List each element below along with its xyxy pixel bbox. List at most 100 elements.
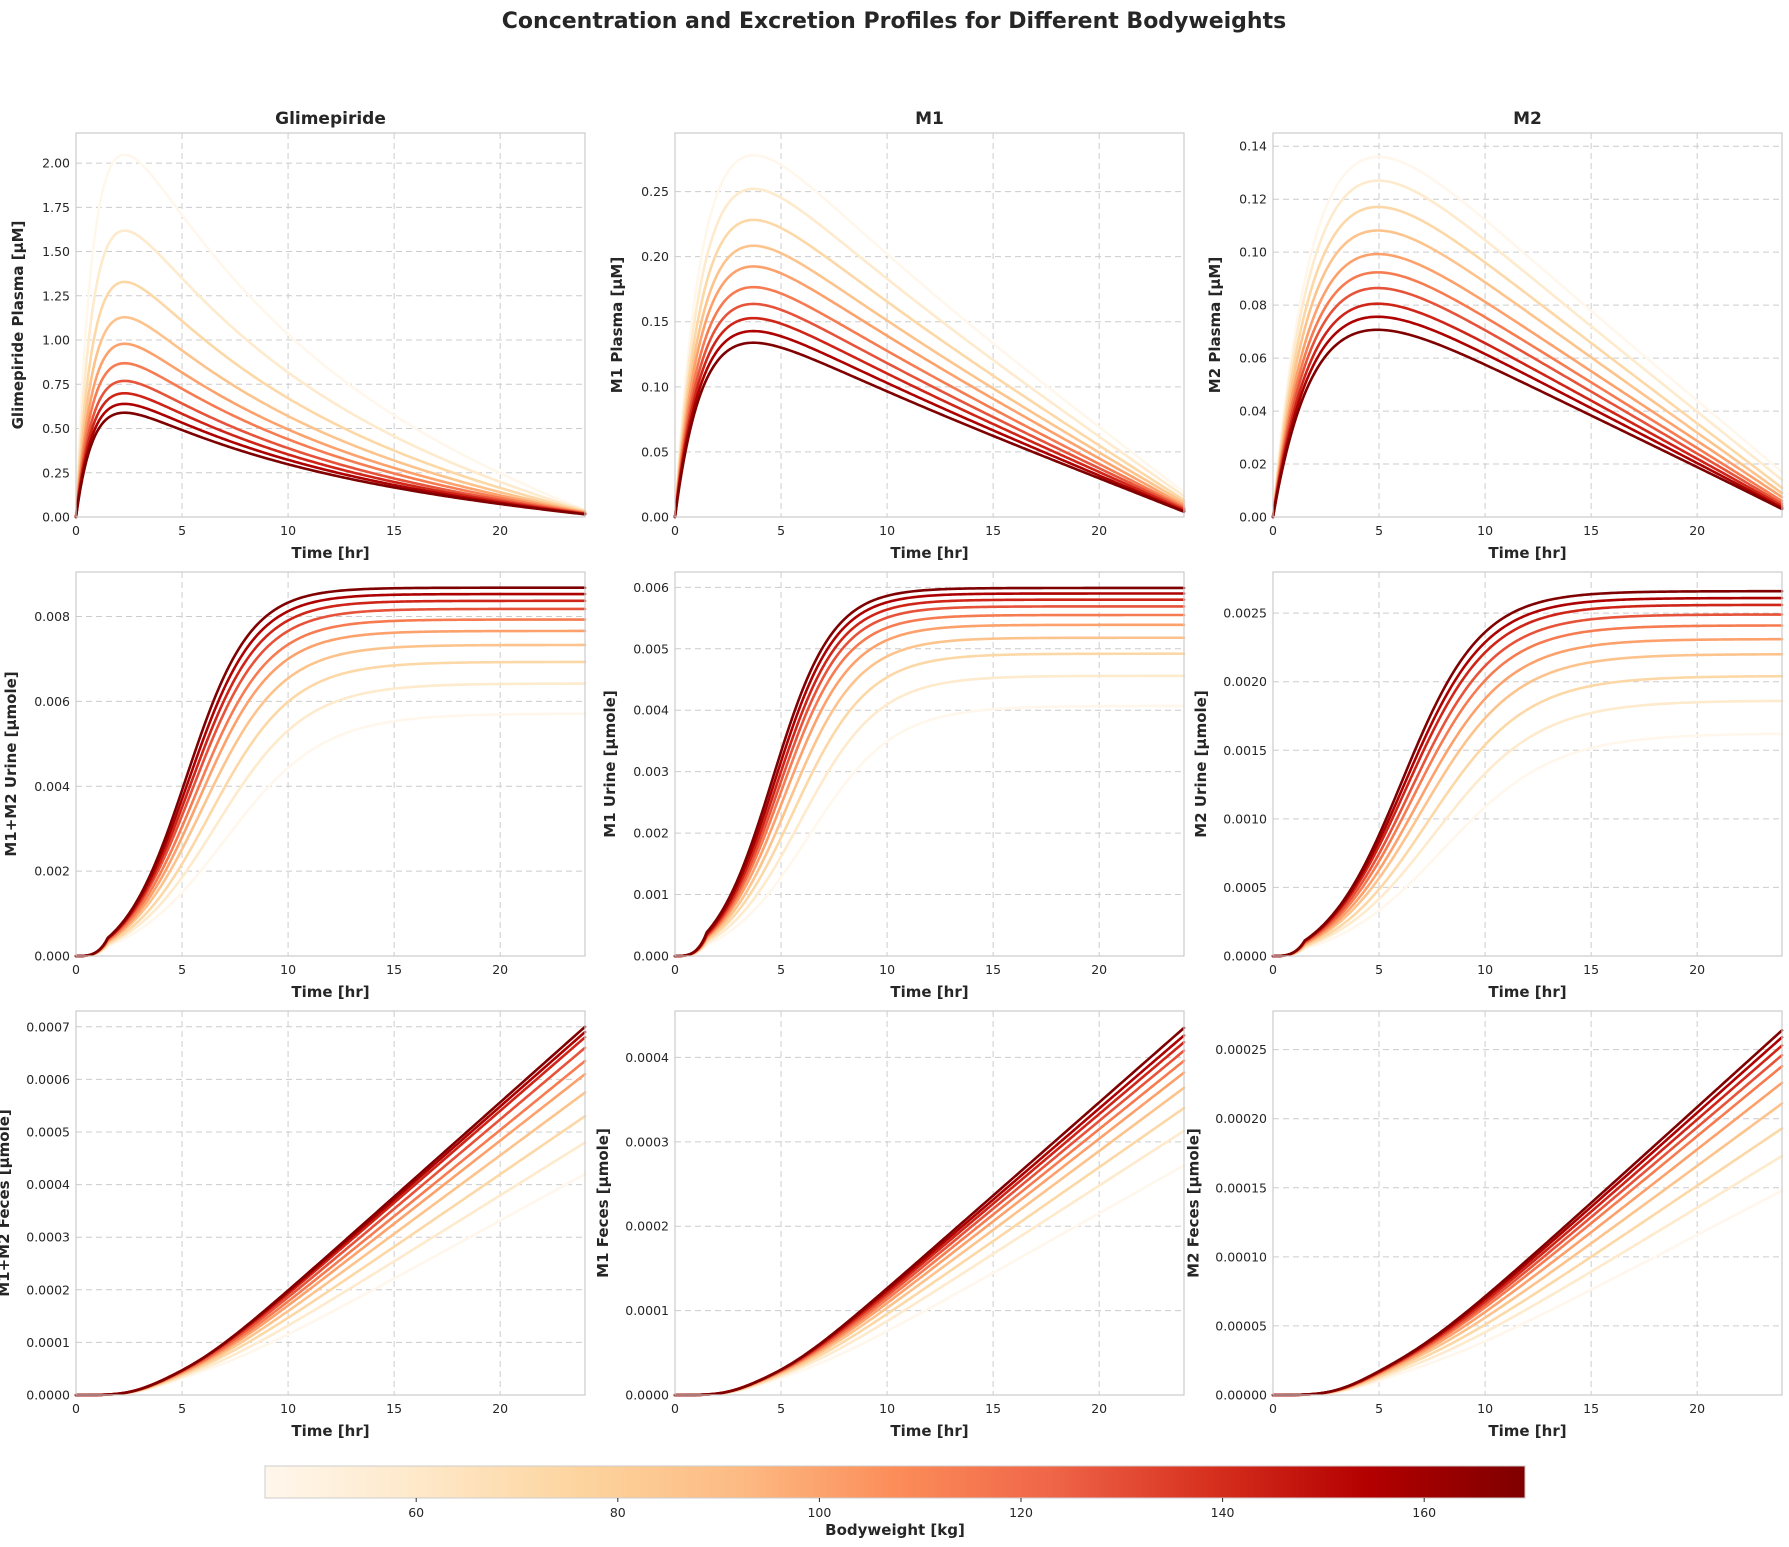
series-line-bw-170: [74, 586, 587, 958]
panel-3: 0 5 10 15 20 0.00 0.02 0.04 0.06 0.08 0.10 0.12 0.14…: [1206, 109, 1784, 562]
series-line-bw-128.3: [74, 607, 587, 958]
y-tick-label: 1.50: [42, 244, 70, 259]
y-axis-label: M2 Plasma [µM]: [1206, 257, 1224, 393]
series-line-bw-156.1: [1271, 315, 1784, 519]
x-tick-label: 5: [777, 962, 785, 977]
y-tick-label: 2.00: [42, 156, 70, 171]
colorbar-gradient: [264, 1465, 1526, 1499]
series-line-bw-86.7: [1271, 229, 1784, 519]
series-line-bw-170: [1271, 1029, 1784, 1397]
series-line-bw-170: [74, 411, 587, 519]
x-tick-label: 15: [386, 523, 402, 538]
y-tick-label: 0.00015: [1215, 1180, 1267, 1195]
x-tick-label: 10: [879, 523, 895, 538]
x-tick-label: 0: [72, 1401, 80, 1416]
y-tick-label: 0.001: [633, 887, 669, 902]
y-tick-label: 0.05: [641, 444, 669, 459]
series-line-bw-72.8: [1271, 205, 1784, 519]
axes-frame: [1272, 1010, 1783, 1396]
colorbar-tick-label: 100: [807, 1505, 831, 1520]
plot-area: [675, 1011, 1184, 1395]
colorbar-ticks: 60 80 100 120 140 160: [408, 1498, 1436, 1520]
axes-frame: [1272, 571, 1783, 957]
y-tick-label: 0.00: [641, 510, 669, 525]
colorbar-tick-label: 60: [408, 1505, 424, 1520]
panel-1: 0 5 10 15 20 0.00 0.25 0.50 0.75 1.00 1.25 1.50 1.75…: [9, 109, 587, 562]
x-tick-label: 15: [985, 1401, 1001, 1416]
x-tick-label: 20: [492, 1401, 508, 1416]
series-line-bw-58.9: [673, 674, 1186, 958]
series-line-bw-170: [1271, 589, 1784, 958]
panel-title: M1: [915, 109, 944, 129]
colorbar-label: Bodyweight [kg]: [825, 1521, 965, 1539]
y-tick-label: 0.005: [633, 641, 669, 656]
x-tick-label: 5: [178, 962, 186, 977]
y-tick-label: 0.006: [633, 580, 669, 595]
series-line-bw-170: [1271, 328, 1784, 519]
series-line-bw-86.7: [1271, 652, 1784, 958]
x-axis-label: Time [hr]: [291, 544, 369, 562]
series-line-bw-45: [673, 704, 1186, 958]
series-line-bw-72.8: [673, 218, 1186, 519]
series-line-bw-128.3: [1271, 286, 1784, 519]
x-tick-label: 0: [671, 1401, 679, 1416]
series-line-bw-100.6: [673, 265, 1186, 519]
series-line-bw-45: [74, 712, 587, 958]
y-tick-label: 0.008: [34, 609, 70, 624]
panel-5: 0 5 10 15 20 0.000 0.001 0.002 0.003 0.004 0.005 0.…: [601, 571, 1186, 1001]
x-tick-label: 5: [1375, 1401, 1383, 1416]
series-line-bw-58.9: [1271, 179, 1784, 519]
x-axis-label: Time [hr]: [890, 983, 968, 1001]
x-tick-label: 20: [492, 523, 508, 538]
y-tick-label: 0.0001: [625, 1303, 669, 1318]
series-line-bw-58.9: [673, 187, 1186, 519]
series-line-bw-142.2: [1271, 302, 1784, 519]
series-group: [74, 1025, 587, 1397]
x-tick-label: 10: [879, 1401, 895, 1416]
series-line-bw-156.1: [74, 592, 587, 958]
y-tick-label: 0.15: [641, 314, 669, 329]
x-tick-label: 0: [72, 962, 80, 977]
y-tick-label: 0.004: [34, 779, 70, 794]
series-line-bw-142.2: [673, 598, 1186, 958]
panel-2: 0 5 10 15 20 0.00 0.05 0.10 0.15 0.20 0.25 Time [hr…: [608, 109, 1186, 562]
series-group: [673, 586, 1186, 958]
y-tick-label: 0.10: [641, 379, 669, 394]
y-tick-label: 0.50: [42, 421, 70, 436]
x-axis-label: Time [hr]: [890, 544, 968, 562]
y-tick-label: 0.0003: [26, 1230, 70, 1245]
series-line-bw-58.9: [74, 229, 587, 519]
series-line-bw-128.3: [74, 379, 587, 519]
y-tick-label: 1.00: [42, 333, 70, 348]
x-axis-label: Time [hr]: [291, 983, 369, 1001]
x-tick-label: 20: [1091, 523, 1107, 538]
x-tick-label: 20: [1689, 523, 1705, 538]
figure-title: Concentration and Excretion Profiles for…: [502, 9, 1286, 34]
y-tick-label: 0.0007: [26, 1019, 70, 1034]
series-group: [1271, 589, 1784, 958]
y-tick-label: 0.0002: [26, 1282, 70, 1297]
panel-9: 0 5 10 15 20 0.00000 0.00005 0.00010 0.00015 0.00…: [1185, 1010, 1784, 1440]
series-line-bw-156.1: [673, 329, 1186, 519]
y-tick-label: 0.004: [633, 703, 669, 718]
series-line-bw-72.8: [673, 652, 1186, 958]
series-group: [673, 1026, 1186, 1397]
series-line-bw-170: [673, 586, 1186, 958]
panel-8: 0 5 10 15 20 0.0000 0.0001 0.0002 0.0003 0.0004 Ti…: [594, 1010, 1186, 1440]
x-tick-label: 15: [1583, 523, 1599, 538]
series-line-bw-72.8: [74, 280, 587, 519]
x-tick-label: 5: [1375, 962, 1383, 977]
y-axis-label: Glimepiride Plasma [µM]: [9, 221, 27, 430]
plot-area: [76, 133, 585, 517]
y-axis-label: M1+M2 Feces [µmole]: [0, 1109, 13, 1297]
series-line-bw-142.2: [74, 599, 587, 958]
y-tick-label: 0.002: [34, 864, 70, 879]
x-axis-label: Time [hr]: [291, 1422, 369, 1440]
series-line-bw-142.2: [1271, 603, 1784, 958]
y-axis-label: M2 Feces [µmole]: [1185, 1128, 1203, 1278]
series-line-bw-170: [673, 341, 1186, 519]
y-tick-label: 0.0025: [1223, 606, 1267, 621]
y-axis-label: M1+M2 Urine [µmole]: [2, 671, 20, 856]
x-tick-label: 20: [1091, 1401, 1107, 1416]
y-tick-label: 0.00005: [1215, 1318, 1267, 1333]
